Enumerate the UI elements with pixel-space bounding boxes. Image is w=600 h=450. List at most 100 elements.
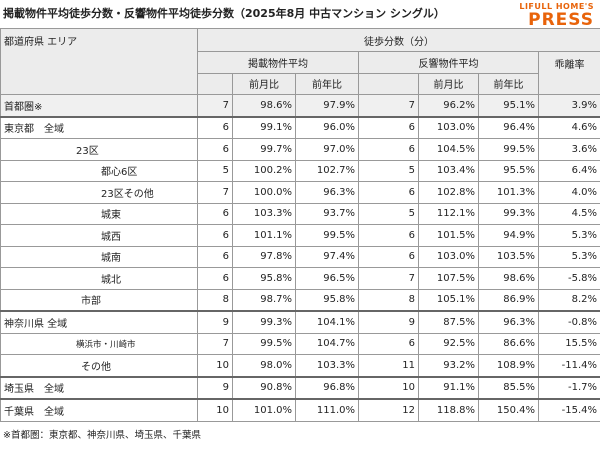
header-cell: 前年比	[478, 72, 539, 95]
value-cell: 6	[358, 138, 419, 161]
value-cell: 6	[358, 245, 419, 268]
value-cell: 85.5%	[478, 376, 539, 400]
table-row: 首都圏※ 7 98.6% 97.9% 7 96.2% 95.1% 3.9%	[0, 94, 600, 118]
table-row: 都心6区 5 100.2% 102.7% 5 103.4% 95.5% 6.4%	[0, 159, 600, 182]
value-cell: 9	[197, 310, 233, 334]
value-cell: 101.0%	[232, 398, 296, 422]
area-cell: 城北	[0, 267, 198, 290]
value-cell: 103.0%	[418, 116, 479, 139]
value-cell: 95.8%	[295, 288, 359, 312]
value-cell: 4.0%	[538, 181, 600, 204]
value-cell: 96.4%	[478, 116, 539, 139]
table-row: 神奈川県 全域 9 99.3% 104.1% 9 87.5% 96.3% -0.8%	[0, 310, 600, 334]
value-cell: 8	[197, 288, 233, 312]
value-cell: 103.4%	[418, 159, 479, 182]
header-cell: 前月比	[232, 72, 296, 95]
value-cell: 5.3%	[538, 224, 600, 247]
table-row: 城南 6 97.8% 97.4% 6 103.0% 103.5% 5.3%	[0, 245, 600, 268]
table-row: 千葉県 全域 10 101.0% 111.0% 12 118.8% 150.4% -15.4%	[0, 398, 600, 422]
value-cell: 7	[197, 94, 233, 118]
value-cell: 11	[358, 354, 419, 378]
value-cell: 98.6%	[232, 94, 296, 118]
logo-top: LIFULL HOME'S	[519, 2, 594, 11]
table-row: 23区その他 7 100.0% 96.3% 6 102.8% 101.3% 4.0%	[0, 181, 600, 204]
value-cell: 96.8%	[295, 376, 359, 400]
value-cell: 12	[358, 398, 419, 422]
table-body: 首都圏※ 7 98.6% 97.9% 7 96.2% 95.1% 3.9% 東京都 全域 6 99.…	[0, 94, 600, 422]
value-cell: 10	[358, 376, 419, 400]
value-cell: 102.7%	[295, 159, 359, 182]
value-cell: 93.2%	[418, 354, 479, 378]
value-cell: 100.2%	[232, 159, 296, 182]
table-row: 城西 6 101.1% 99.5% 6 101.5% 94.9% 5.3%	[0, 224, 600, 247]
value-cell: 112.1%	[418, 202, 479, 225]
table-row: 東京都 全域 6 99.1% 96.0% 6 103.0% 96.4% 4.6%	[0, 116, 600, 139]
value-cell: 6	[358, 224, 419, 247]
value-cell: 101.5%	[418, 224, 479, 247]
value-cell: 9	[197, 376, 233, 400]
value-cell: 6	[197, 138, 233, 161]
value-cell: 107.5%	[418, 267, 479, 290]
value-cell: 10	[197, 398, 233, 422]
table-row: 23区 6 99.7% 97.0% 6 104.5% 99.5% 3.6%	[0, 138, 600, 161]
value-cell: 7	[358, 94, 419, 118]
value-cell: 99.7%	[232, 138, 296, 161]
value-cell: 111.0%	[295, 398, 359, 422]
table-row: 横浜市・川崎市 7 99.5% 104.7% 6 92.5% 86.6% 15.5%	[0, 332, 600, 355]
value-cell: -5.8%	[538, 267, 600, 290]
header-cell: 徒歩分数（分）	[197, 28, 600, 52]
area-cell: 都心6区	[0, 159, 198, 182]
value-cell: 94.9%	[478, 224, 539, 247]
value-cell: 118.8%	[418, 398, 479, 422]
area-cell: 神奈川県 全域	[0, 310, 198, 334]
footnote: ※首都圏：東京都、神奈川県、埼玉県、千葉県	[3, 430, 201, 441]
table-row: 城北 6 95.8% 96.5% 7 107.5% 98.6% -5.8%	[0, 267, 600, 290]
value-cell: 99.1%	[232, 116, 296, 139]
value-cell: -15.4%	[538, 398, 600, 422]
area-cell: 23区	[0, 138, 198, 161]
value-cell: 3.6%	[538, 138, 600, 161]
value-cell: 86.9%	[478, 288, 539, 312]
value-cell: 96.0%	[295, 116, 359, 139]
value-cell: 108.9%	[478, 354, 539, 378]
value-cell: 99.5%	[295, 224, 359, 247]
value-cell: 5.3%	[538, 245, 600, 268]
value-cell: 7	[358, 267, 419, 290]
value-cell: 10	[197, 354, 233, 378]
value-cell: 98.7%	[232, 288, 296, 312]
value-cell: 6.4%	[538, 159, 600, 182]
value-cell: 99.3%	[478, 202, 539, 225]
value-cell: 98.6%	[478, 267, 539, 290]
value-cell: 6	[197, 267, 233, 290]
value-cell: 98.0%	[232, 354, 296, 378]
value-cell: 97.0%	[295, 138, 359, 161]
area-cell: 23区その他	[0, 181, 198, 204]
value-cell: 15.5%	[538, 332, 600, 355]
value-cell: 6	[197, 245, 233, 268]
header-cell: 乖離率	[538, 51, 600, 95]
header-cell: 掲載物件平均	[197, 51, 359, 74]
area-cell: 城南	[0, 245, 198, 268]
area-cell: その他	[0, 354, 198, 378]
value-cell: 95.8%	[232, 267, 296, 290]
value-cell: 8.2%	[538, 288, 600, 312]
logo-main: PRESS	[528, 10, 594, 30]
value-cell: 104.7%	[295, 332, 359, 355]
header-cell: 前年比	[295, 72, 359, 95]
value-cell: 95.5%	[478, 159, 539, 182]
value-cell: 3.9%	[538, 94, 600, 118]
value-cell: 92.5%	[418, 332, 479, 355]
value-cell: 90.8%	[232, 376, 296, 400]
value-cell: 105.1%	[418, 288, 479, 312]
value-cell: 96.2%	[418, 94, 479, 118]
value-cell: 104.5%	[418, 138, 479, 161]
value-cell: 5	[358, 202, 419, 225]
value-cell: 91.1%	[418, 376, 479, 400]
value-cell: 7	[197, 332, 233, 355]
value-cell: 103.5%	[478, 245, 539, 268]
value-cell: 5	[358, 159, 419, 182]
value-cell: 96.5%	[295, 267, 359, 290]
value-cell: 4.5%	[538, 202, 600, 225]
value-cell: -0.8%	[538, 310, 600, 334]
